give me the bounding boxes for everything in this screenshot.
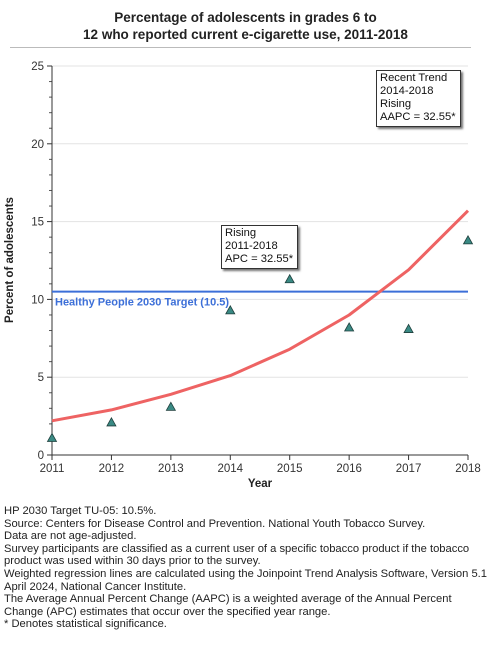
- chart-notes: HP 2030 Target TU-05: 10.5%. Source: Cen…: [4, 505, 488, 631]
- x-tick-label: 2015: [277, 463, 303, 475]
- y-tick-label: 20: [31, 139, 44, 151]
- segment-callout-line: Rising: [225, 227, 257, 239]
- x-tick-label: 2014: [217, 463, 243, 475]
- data-point-triangle: [225, 304, 236, 315]
- chart-title: Percentage of adolescents in grades 6 to…: [0, 9, 491, 43]
- axes: [47, 65, 469, 460]
- data-point-triangle: [343, 322, 355, 332]
- x-tick-label: 2018: [455, 463, 481, 475]
- y-tick-label: 5: [38, 372, 44, 384]
- x-axis-label: Year: [248, 478, 273, 490]
- note-line: The Average Annual Percent Change (AAPC)…: [4, 593, 452, 618]
- note-line: Survey participants are classified as a …: [4, 542, 470, 568]
- data-point-triangle: [462, 234, 474, 245]
- recent-callout-line: 2014-2018: [380, 85, 434, 97]
- y-tick-label: 0: [38, 450, 44, 462]
- data-points: [46, 234, 474, 442]
- note-line: Data are not age-adjusted.: [4, 530, 137, 543]
- trend-line-group: [51, 209, 470, 423]
- y-axis-label: Percent of adolescents: [4, 197, 16, 323]
- data-point-triangle: [284, 273, 295, 284]
- data-point-triangle: [165, 401, 177, 411]
- note-line: Weighted regression lines are calculated…: [4, 567, 487, 593]
- data-point-triangle: [403, 323, 414, 333]
- y-tick-label: 10: [31, 294, 44, 306]
- y-tick-label: 15: [31, 217, 44, 229]
- recent-trend-callout: Recent Trend 2014-2018 Rising AAPC = 32.…: [376, 70, 461, 127]
- recent-callout-line: AAPC = 32.55*: [380, 111, 456, 123]
- note-line: * Denotes statistical significance.: [4, 618, 167, 631]
- chart-title-line-1: Percentage of adolescents in grades 6 to: [114, 10, 377, 25]
- data-point-triangle: [46, 432, 58, 442]
- target-line-group: Healthy People 2030 Target (10.5): [52, 290, 468, 309]
- x-tick-label: 2017: [396, 463, 422, 475]
- recent-callout-line: Recent Trend: [380, 72, 448, 84]
- target-label: Healthy People 2030 Target (10.5): [55, 297, 229, 309]
- note-line: HP 2030 Target TU-05: 10.5%.: [4, 505, 157, 517]
- x-tick-label: 2013: [158, 463, 184, 475]
- title-divider: [10, 47, 471, 48]
- segment-callout-line: APC = 32.55*: [225, 253, 294, 265]
- segment-callout-line: 2011-2018: [225, 240, 278, 252]
- x-tick-labels: 2011 2012 2013 2014 2015 2016 2017 2018: [40, 463, 481, 475]
- segment-trend-callout: Rising 2011-2018 APC = 32.55*: [221, 225, 299, 269]
- y-tick-label: 25: [31, 61, 44, 73]
- recent-callout-line: Rising: [380, 98, 412, 110]
- trend-line: [51, 209, 470, 423]
- x-tick-label: 2012: [99, 463, 125, 475]
- x-tick-label: 2011: [40, 463, 65, 475]
- note-line: Source: Centers for Disease Control and …: [4, 517, 426, 530]
- data-point-triangle: [106, 417, 117, 427]
- y-tick-labels: 0 5 10 15 20 25: [31, 61, 44, 462]
- x-tick-label: 2016: [336, 463, 362, 475]
- grid-lines: [52, 65, 468, 378]
- chart-title-line-2: 12 who reported current e-cigarette use,…: [83, 27, 408, 42]
